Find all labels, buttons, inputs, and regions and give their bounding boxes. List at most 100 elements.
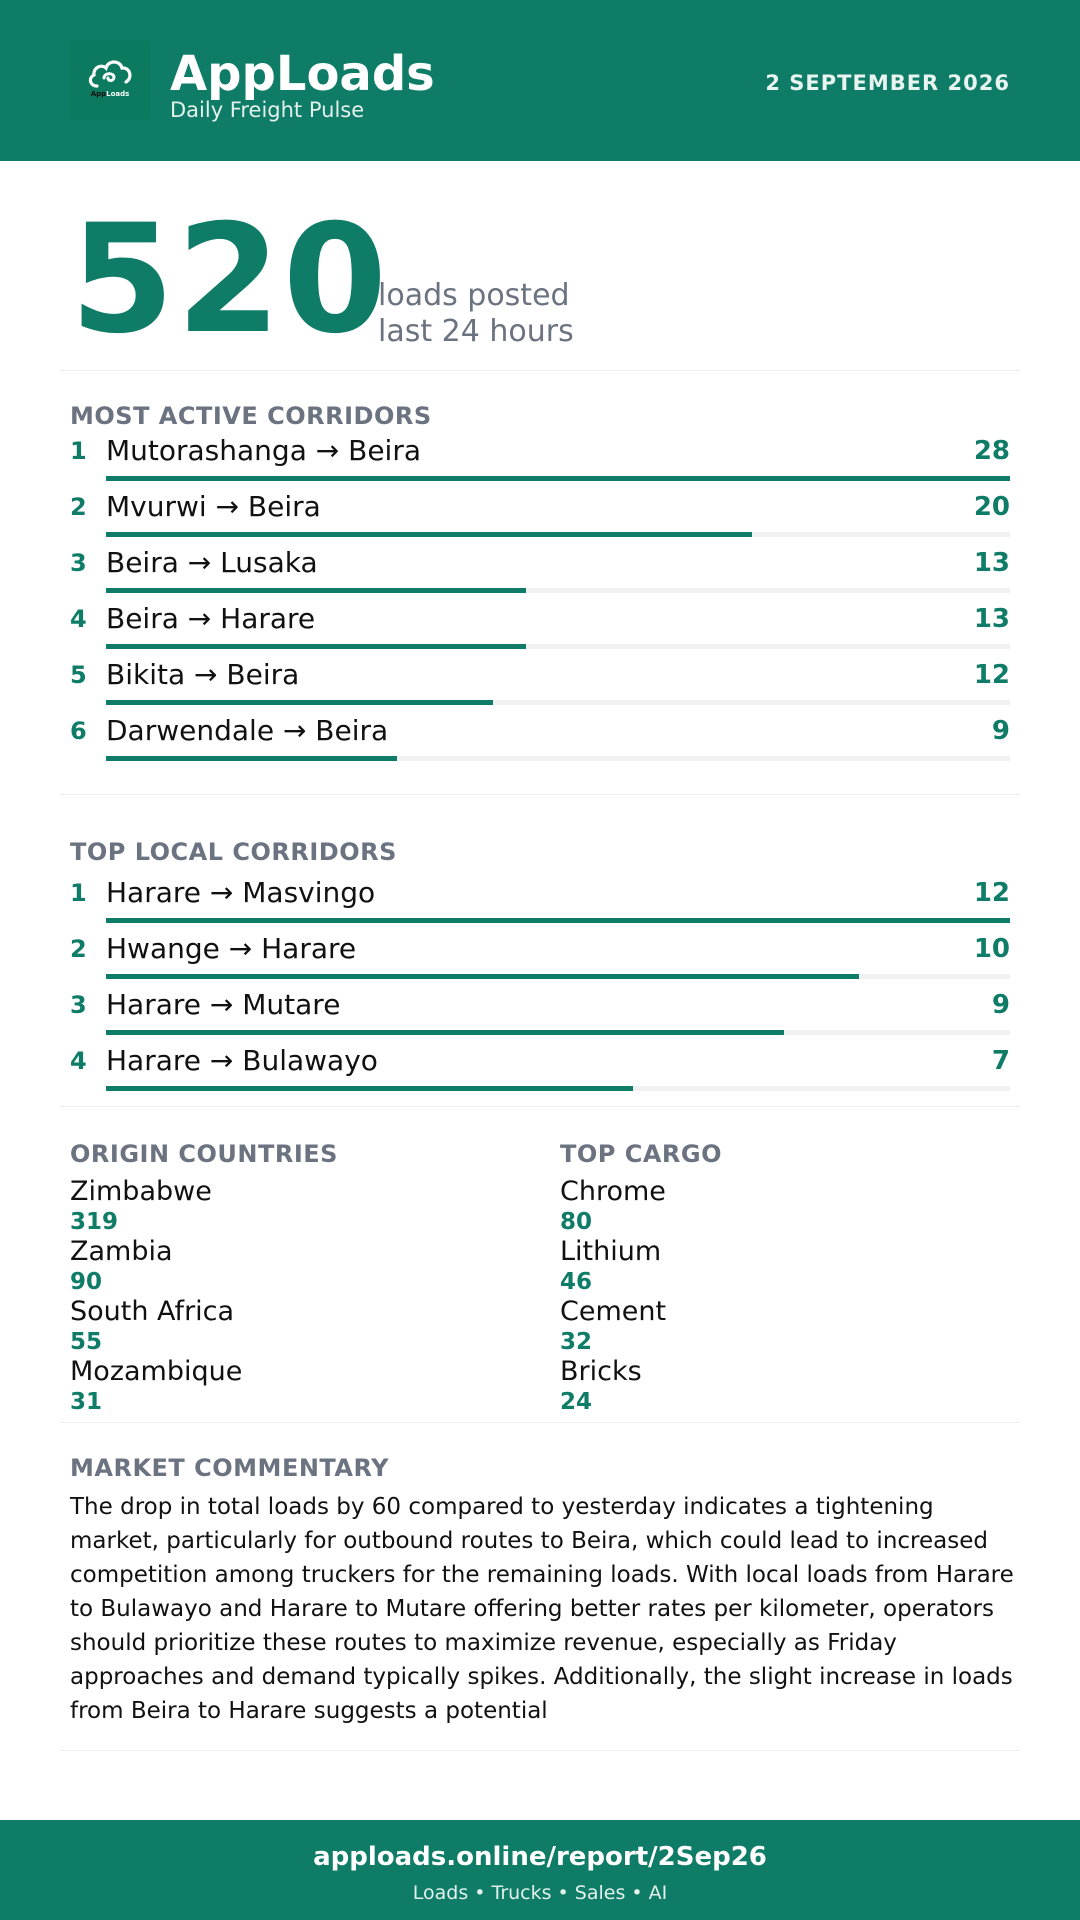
- origin-name: Zimbabwe: [70, 1177, 242, 1207]
- corridor-bar-track: [106, 974, 1010, 979]
- origin-count: 90: [70, 1267, 242, 1297]
- corridor-name: Hwange → Harare: [106, 932, 356, 966]
- corridor-bar-fill: [106, 700, 493, 705]
- loads-caption-line2: last 24 hours: [378, 314, 574, 350]
- corridor-name: Darwendale → Beira: [106, 714, 388, 748]
- corridor-row: 2 Mvurwi → Beira 20: [70, 492, 1010, 548]
- corridor-bar-track: [106, 644, 1010, 649]
- logo-wordmark: AppLoads: [70, 90, 150, 98]
- origin-countries-list: Zimbabwe 319 Zambia 90 South Africa 55 Mozambi…: [70, 1177, 242, 1417]
- corridor-name: Harare → Masvingo: [106, 876, 375, 910]
- corridor-bar-track: [106, 588, 1010, 593]
- corridor-rank: 6: [70, 716, 87, 746]
- divider: [60, 794, 1020, 795]
- corridor-row: 2 Hwange → Harare 10: [70, 934, 1010, 990]
- origin-count: 55: [70, 1327, 242, 1357]
- cargo-name: Bricks: [560, 1357, 666, 1387]
- logo-text-app: App: [91, 90, 106, 98]
- corridor-bar-fill: [106, 1086, 633, 1091]
- brand-name: AppLoads: [170, 46, 435, 102]
- corridor-name: Bikita → Beira: [106, 658, 299, 692]
- corridor-count: 13: [974, 604, 1010, 634]
- corridor-row: 6 Darwendale → Beira 9: [70, 716, 1010, 772]
- cargo-name: Chrome: [560, 1177, 666, 1207]
- corridor-rank: 3: [70, 990, 87, 1020]
- corridor-rank: 1: [70, 436, 87, 466]
- corridor-count: 12: [974, 878, 1010, 908]
- origin-name: Zambia: [70, 1237, 242, 1267]
- corridor-bar-track: [106, 918, 1010, 923]
- cargo-count: 80: [560, 1207, 666, 1237]
- brand-tagline: Daily Freight Pulse: [170, 98, 364, 122]
- corridor-bar-fill: [106, 974, 859, 979]
- divider: [60, 1422, 1020, 1423]
- section-title-top-cargo: TOP CARGO: [560, 1140, 722, 1168]
- corridor-bar-track: [106, 476, 1010, 481]
- corridor-bar-fill: [106, 588, 526, 593]
- corridor-row: 3 Beira → Lusaka 13: [70, 548, 1010, 604]
- corridor-name: Beira → Harare: [106, 602, 315, 636]
- top-cargo-list: Chrome 80 Lithium 46 Cement 32 Bricks 24: [560, 1177, 666, 1417]
- corridor-bar-fill: [106, 918, 1010, 923]
- corridor-count: 9: [992, 990, 1010, 1020]
- corridor-rank: 1: [70, 878, 87, 908]
- corridor-name: Mvurwi → Beira: [106, 490, 321, 524]
- cargo-name: Lithium: [560, 1237, 666, 1267]
- cargo-count: 24: [560, 1387, 666, 1417]
- section-title-local-corridors: TOP LOCAL CORRIDORS: [70, 838, 397, 866]
- corridor-row: 1 Mutorashanga → Beira 28: [70, 436, 1010, 492]
- corridor-rank: 3: [70, 548, 87, 578]
- header-banner: AppLoads AppLoads Daily Freight Pulse 2 …: [0, 0, 1080, 161]
- corridor-row: 3 Harare → Mutare 9: [70, 990, 1010, 1046]
- corridor-bar-fill: [106, 1030, 784, 1035]
- divider: [60, 1750, 1020, 1751]
- divider: [60, 1106, 1020, 1107]
- corridor-row: 5 Bikita → Beira 12: [70, 660, 1010, 716]
- corridor-bar-fill: [106, 644, 526, 649]
- report-url-link[interactable]: apploads.online/report/2Sep26: [0, 1842, 1080, 1872]
- origin-count: 31: [70, 1387, 242, 1417]
- footer-banner: apploads.online/report/2Sep26 Loads • Tr…: [0, 1820, 1080, 1920]
- corridor-count: 7: [992, 1046, 1010, 1076]
- corridor-count: 10: [974, 934, 1010, 964]
- corridor-bar-track: [106, 1086, 1010, 1091]
- corridor-rank: 2: [70, 934, 87, 964]
- corridor-rank: 5: [70, 660, 87, 690]
- corridor-rank: 4: [70, 604, 87, 634]
- app-logo: AppLoads: [70, 40, 150, 120]
- corridor-rank: 4: [70, 1046, 87, 1076]
- corridor-name: Beira → Lusaka: [106, 546, 318, 580]
- corridor-name: Harare → Bulawayo: [106, 1044, 378, 1078]
- section-title-origin-countries: ORIGIN COUNTRIES: [70, 1140, 338, 1168]
- loads-count: 520: [70, 205, 389, 355]
- corridor-bar-track: [106, 700, 1010, 705]
- corridor-rank: 2: [70, 492, 87, 522]
- divider: [60, 370, 1020, 371]
- corridor-count: 28: [974, 436, 1010, 466]
- loads-caption-line1: loads posted: [378, 278, 570, 314]
- corridor-row: 4 Beira → Harare 13: [70, 604, 1010, 660]
- corridor-count: 12: [974, 660, 1010, 690]
- corridor-row: 4 Harare → Bulawayo 7: [70, 1046, 1010, 1102]
- cloud-icon: [87, 56, 133, 90]
- corridor-name: Harare → Mutare: [106, 988, 340, 1022]
- corridor-bar-track: [106, 756, 1010, 761]
- cargo-name: Cement: [560, 1297, 666, 1327]
- corridor-bar-fill: [106, 532, 752, 537]
- corridor-count: 9: [992, 716, 1010, 746]
- corridor-count: 13: [974, 548, 1010, 578]
- logo-text-loads: Loads: [106, 90, 129, 98]
- cargo-count: 46: [560, 1267, 666, 1297]
- section-title-market-commentary: MARKET COMMENTARY: [70, 1454, 389, 1482]
- corridor-bar-track: [106, 532, 1010, 537]
- footer-links: Loads • Trucks • Sales • AI: [0, 1882, 1080, 1904]
- corridor-count: 20: [974, 492, 1010, 522]
- corridor-bar-fill: [106, 756, 397, 761]
- section-title-active-corridors: MOST ACTIVE CORRIDORS: [70, 402, 432, 430]
- origin-name: Mozambique: [70, 1357, 242, 1387]
- report-date: 2 SEPTEMBER 2026: [765, 71, 1010, 95]
- origin-name: South Africa: [70, 1297, 242, 1327]
- corridor-row: 1 Harare → Masvingo 12: [70, 878, 1010, 934]
- cargo-count: 32: [560, 1327, 666, 1357]
- corridor-bar-track: [106, 1030, 1010, 1035]
